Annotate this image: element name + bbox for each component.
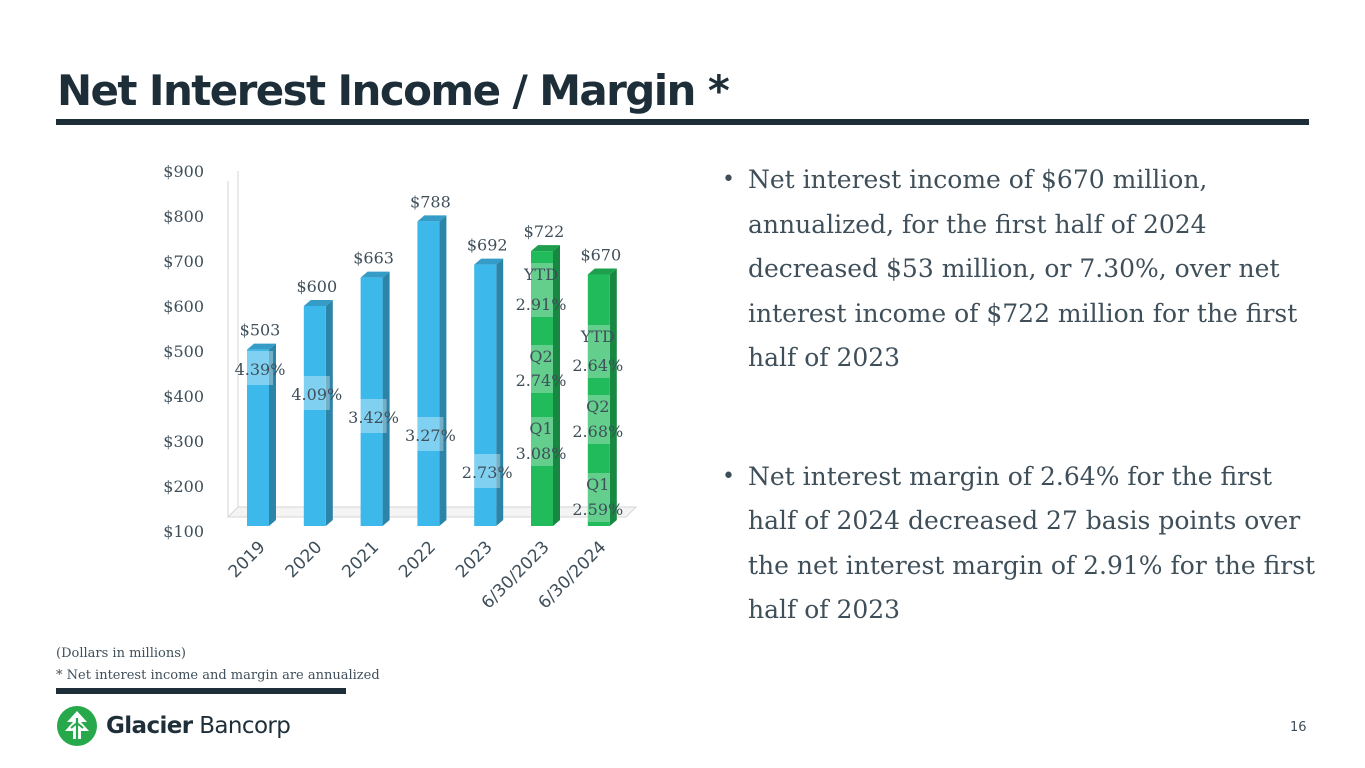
- margin-label: 2.74%: [516, 371, 567, 390]
- bar-value-label: $503: [240, 321, 281, 340]
- bar-2023: [474, 264, 497, 526]
- margin-label: 3.27%: [405, 426, 456, 445]
- margin-label-box: [531, 345, 553, 393]
- x-tick-label: 2023: [452, 537, 497, 582]
- margin-label: 3.42%: [348, 408, 399, 427]
- y-tick-label: $700: [163, 252, 204, 271]
- y-tick-label: $400: [163, 387, 204, 406]
- bullet-text: Net interest income of $670 million, ann…: [748, 165, 1298, 372]
- bar-value-label: $670: [580, 246, 621, 265]
- bar-side-2022: [439, 215, 447, 526]
- margin-label-box: [356, 399, 387, 433]
- x-tick-label: 2021: [338, 537, 383, 582]
- bar-top-2020: [303, 300, 333, 306]
- bar-top-2023: [474, 258, 504, 265]
- x-tick-label: 2019: [225, 537, 270, 582]
- page-number: 16: [1290, 720, 1307, 735]
- bar-top-2021: [360, 271, 390, 278]
- y-tick-label: $100: [163, 522, 204, 541]
- margin-label-box: [587, 473, 610, 522]
- bar-6/30/2024: [587, 274, 610, 526]
- bar-value-label: $788: [410, 192, 451, 211]
- bar-side-2021: [382, 271, 390, 526]
- margin-label-box: [587, 395, 610, 444]
- bullet-dot: •: [722, 463, 735, 489]
- bar-side-6/30/2023: [553, 245, 560, 526]
- logo-light: Bancorp: [192, 713, 291, 739]
- margin-label: 4.39%: [235, 360, 286, 379]
- margin-label: 2.64%: [572, 356, 623, 375]
- x-tick-label: 2020: [282, 537, 327, 582]
- bar-2019: [247, 349, 269, 526]
- net-interest-chart: $100 $200 $300 $400 $500 $600 $700 $800 $900 $503…: [163, 162, 638, 613]
- margin-label: YTD: [580, 327, 615, 346]
- bar-top-2019: [247, 343, 276, 350]
- margin-label-box: [413, 417, 444, 451]
- y-tick-label: $900: [163, 162, 204, 181]
- bar-value-label: $722: [524, 222, 565, 241]
- y-tick-label: $800: [163, 207, 204, 226]
- margin-label-box: [531, 263, 553, 317]
- bullet-net-interest-margin: • Net interest margin of 2.64% for the f…: [722, 455, 1322, 633]
- bullet-list: • Net interest income of $670 million, a…: [722, 158, 1322, 633]
- glacier-tree-icon: [57, 706, 97, 746]
- bar-6/30/2023: [531, 251, 553, 526]
- bar-2020: [303, 306, 326, 526]
- page-title: Net Interest Income / Margin *: [57, 66, 730, 115]
- bar-side-2020: [325, 300, 333, 526]
- bar-side-2023: [496, 258, 504, 526]
- margin-label-box: [531, 417, 553, 466]
- company-logo: Glacier Bancorp: [56, 705, 291, 747]
- margin-label-box: [587, 325, 610, 378]
- footnote-rule: [56, 688, 346, 694]
- bar-top-2022: [417, 215, 447, 222]
- bar-side-2019: [269, 343, 276, 526]
- bar-side-6/30/2024: [609, 268, 617, 526]
- margin-label: 4.09%: [291, 385, 342, 404]
- margin-label-box: [470, 454, 501, 488]
- y-tick-label: $500: [163, 342, 204, 361]
- margin-label: 3.08%: [516, 444, 567, 463]
- bar-top-6/30/2024: [587, 268, 617, 275]
- logo-wordmark: Glacier Bancorp: [106, 713, 291, 739]
- bar-value-label: $692: [467, 236, 508, 255]
- margin-label: 2.68%: [572, 422, 623, 441]
- bullet-text: Net interest margin of 2.64% for the fir…: [748, 461, 1316, 625]
- margin-label: Q2: [529, 347, 552, 366]
- margin-label: 2.91%: [516, 295, 567, 314]
- bullet-net-interest-income: • Net interest income of $670 million, a…: [722, 158, 1322, 381]
- margin-label: YTD: [523, 265, 558, 284]
- bar-value-label: $600: [296, 277, 337, 296]
- bar-2021: [360, 277, 383, 526]
- logo-bold: Glacier: [106, 713, 193, 739]
- y-tick-label: $600: [163, 297, 204, 316]
- y-tick-label: $300: [163, 432, 204, 451]
- margin-label-box: [243, 351, 273, 385]
- bar-value-label: $663: [353, 249, 394, 268]
- margin-label-box: [299, 376, 330, 410]
- bullet-dot: •: [722, 167, 735, 192]
- x-tick-label: 2022: [395, 537, 440, 582]
- margin-label: Q1: [586, 475, 609, 494]
- bar-2022: [417, 221, 440, 526]
- bar-top-6/30/2023: [531, 245, 560, 252]
- margin-label: Q1: [529, 419, 552, 438]
- units-note: (Dollars in millions): [56, 646, 186, 661]
- y-tick-label: $200: [163, 477, 204, 496]
- margin-label: 2.73%: [462, 463, 513, 482]
- title-rule: [56, 119, 1309, 125]
- annualized-note: * Net interest income and margin are ann…: [56, 668, 380, 683]
- margin-label: 2.59%: [572, 500, 623, 519]
- margin-label: Q2: [586, 397, 609, 416]
